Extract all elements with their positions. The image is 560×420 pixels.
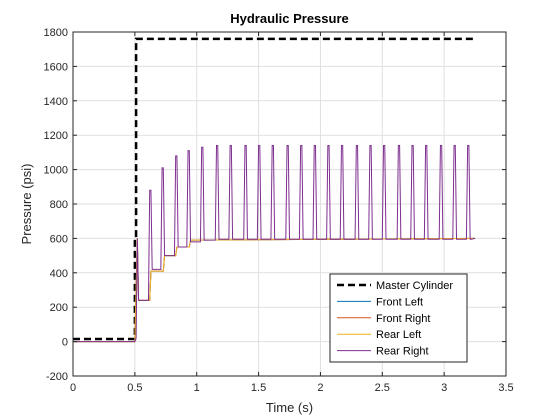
x-axis-label: Time (s) [266,400,313,415]
legend-entry: Master Cylinder [376,280,453,292]
y-axis-label: Pressure (psi) [19,164,34,245]
legend-entry: Rear Right [376,346,429,358]
y-tick-label: 0 [62,337,68,349]
y-tick-label: 600 [50,233,68,245]
y-tick-label: 1400 [44,96,68,108]
y-tick-label: 200 [50,302,68,314]
legend-entry: Front Left [376,296,423,308]
y-tick-label: 1000 [44,165,68,177]
legend: Master Cylinder Front Left Front Right Rear… [329,273,468,363]
x-tick-label: 1 [194,382,200,394]
chart-title: Hydraulic Pressure [230,11,349,26]
legend-entry: Front Right [376,313,430,325]
y-tick-label: -200 [46,371,68,383]
series-line-master-cylinder [73,37,476,341]
x-tick-label: 3.5 [498,382,513,394]
legend-entry: Rear Left [376,329,421,341]
axis-ticks: 0 0.5 1 1.5 2 2.5 3 3.5-20002004006008001000120… [44,27,514,394]
y-tick-label: 800 [50,199,68,211]
series-line-rear-right [73,145,476,343]
x-tick-label: 0.5 [127,382,142,394]
y-tick-label: 1200 [44,130,68,142]
x-tick-label: 3 [441,382,447,394]
y-tick-label: 1600 [44,61,68,73]
y-tick-label: 1800 [44,27,68,39]
x-tick-label: 2.5 [375,382,390,394]
x-tick-label: 2 [317,382,323,394]
series-lines [73,37,476,343]
x-tick-label: 0 [70,382,76,394]
x-tick-label: 1.5 [251,382,266,394]
y-tick-label: 400 [50,268,68,280]
